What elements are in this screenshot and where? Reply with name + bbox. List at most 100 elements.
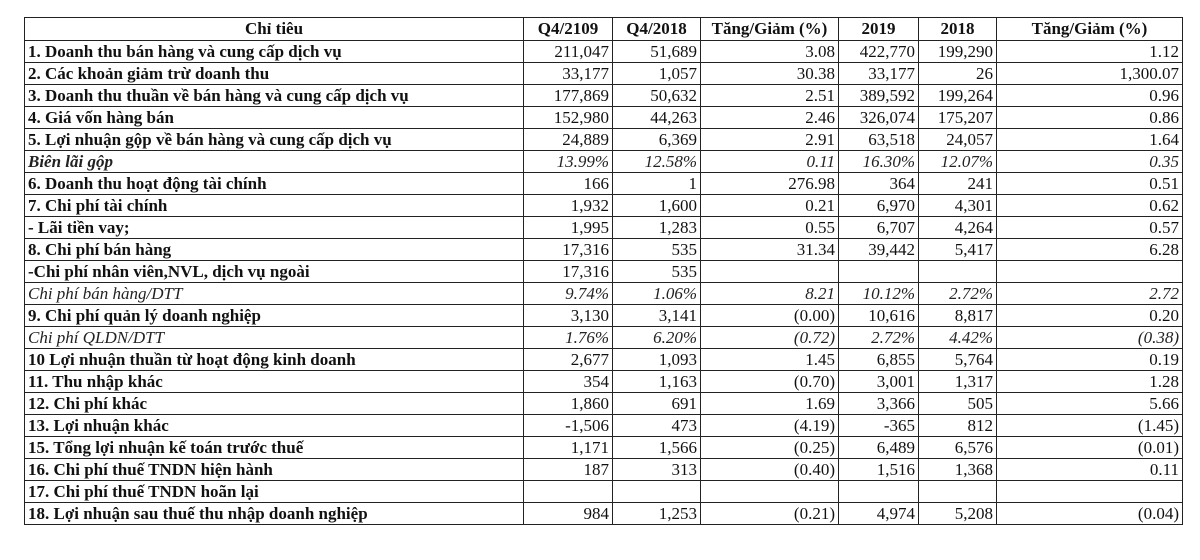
cell-year-2019: 389,592: [838, 84, 919, 107]
table-row: 18. Lợi nhuận sau thuế thu nhập doanh ng…: [24, 502, 1183, 525]
header-q4-2019: Q4/2109: [523, 17, 613, 41]
cell-quarter-change: (0.25): [700, 436, 839, 459]
cell-year-2019: 63,518: [838, 128, 919, 151]
cell-quarter-change: 2.51: [700, 84, 839, 107]
cell-q4-2018: 473: [612, 414, 701, 437]
cell-year-2019: 6,855: [838, 348, 919, 371]
cell-q4-2018: 535: [612, 260, 701, 283]
cell-quarter-change: 1.69: [700, 392, 839, 415]
cell-q4-2019: 166: [523, 172, 613, 195]
row-label: - Lãi tiền vay;: [24, 216, 524, 239]
cell-quarter-change: (0.21): [700, 502, 839, 525]
cell-quarter-change: (0.70): [700, 370, 839, 393]
cell-year-change: 0.11: [996, 458, 1183, 481]
table-row: 5. Lợi nhuận gộp về bán hàng và cung cấp…: [24, 128, 1183, 151]
cell-q4-2018: 1: [612, 172, 701, 195]
cell-year-2018: 4.42%: [918, 326, 997, 349]
cell-q4-2018: 12.58%: [612, 150, 701, 173]
row-label: 9. Chi phí quản lý doanh nghiệp: [24, 304, 524, 327]
cell-q4-2019: 2,677: [523, 348, 613, 371]
cell-quarter-change: (4.19): [700, 414, 839, 437]
cell-year-2018: 175,207: [918, 106, 997, 129]
cell-year-change: (1.45): [996, 414, 1183, 437]
row-label: 2. Các khoản giảm trừ doanh thu: [24, 62, 524, 85]
cell-quarter-change: 0.55: [700, 216, 839, 239]
cell-q4-2018: 1,600: [612, 194, 701, 217]
cell-q4-2019: 1,995: [523, 216, 613, 239]
cell-year-2019: 2.72%: [838, 326, 919, 349]
row-label: 5. Lợi nhuận gộp về bán hàng và cung cấp…: [24, 128, 524, 151]
cell-quarter-change: 0.11: [700, 150, 839, 173]
cell-year-change: [996, 480, 1183, 503]
cell-year-2019: 33,177: [838, 62, 919, 85]
table-row: 9. Chi phí quản lý doanh nghiệp 3,130 3,14…: [24, 304, 1183, 327]
cell-year-2019: 16.30%: [838, 150, 919, 173]
cell-q4-2018: 44,263: [612, 106, 701, 129]
table-row: 11. Thu nhập khác 354 1,163 (0.70) 3,001 1,31…: [24, 370, 1183, 393]
cell-year-change: 2.72: [996, 282, 1183, 305]
cell-year-change: 0.51: [996, 172, 1183, 195]
cell-year-2018: 199,264: [918, 84, 997, 107]
row-label: 17. Chi phí thuế TNDN hoãn lại: [24, 480, 524, 503]
table-row: 16. Chi phí thuế TNDN hiện hành 187 313 (0.…: [24, 458, 1183, 481]
cell-q4-2019: 1.76%: [523, 326, 613, 349]
cell-year-2019: 3,001: [838, 370, 919, 393]
row-label: -Chi phí nhân viên,NVL, dịch vụ ngoài: [24, 260, 524, 283]
cell-q4-2018: 1.06%: [612, 282, 701, 305]
table-row: 10 Lợi nhuận thuần từ hoạt động kinh doa…: [24, 348, 1183, 371]
cell-q4-2018: 1,566: [612, 436, 701, 459]
row-label: 13. Lợi nhuận khác: [24, 414, 524, 437]
cell-quarter-change: (0.72): [700, 326, 839, 349]
cell-year-2018: 812: [918, 414, 997, 437]
row-label: 3. Doanh thu thuần về bán hàng và cung c…: [24, 84, 524, 107]
table-row: 1. Doanh thu bán hàng và cung cấp dịch v…: [24, 40, 1183, 63]
cell-year-2018: 241: [918, 172, 997, 195]
table-row: Chi phí QLDN/DTT 1.76% 6.20% (0.72) 2.72% 4.4…: [24, 326, 1183, 349]
cell-year-2018: 5,208: [918, 502, 997, 525]
cell-quarter-change: (0.40): [700, 458, 839, 481]
row-label: 1. Doanh thu bán hàng và cung cấp dịch v…: [24, 40, 524, 63]
cell-year-change: (0.04): [996, 502, 1183, 525]
cell-year-change: 0.96: [996, 84, 1183, 107]
cell-quarter-change: (0.00): [700, 304, 839, 327]
cell-q4-2019: 984: [523, 502, 613, 525]
header-year-2018: 2018: [918, 17, 997, 41]
cell-quarter-change: 1.45: [700, 348, 839, 371]
cell-year-2018: 505: [918, 392, 997, 415]
cell-q4-2019: 1,932: [523, 194, 613, 217]
cell-year-2018: 4,301: [918, 194, 997, 217]
cell-quarter-change: 31.34: [700, 238, 839, 261]
cell-year-2018: 8,817: [918, 304, 997, 327]
header-quarter-change: Tăng/Giảm (%): [700, 17, 839, 41]
table-body: 1. Doanh thu bán hàng và cung cấp dịch v…: [24, 40, 1183, 525]
row-label: 11. Thu nhập khác: [24, 370, 524, 393]
cell-year-change: 0.57: [996, 216, 1183, 239]
row-label: 4. Giá vốn hàng bán: [24, 106, 524, 129]
row-label: 6. Doanh thu hoạt động tài chính: [24, 172, 524, 195]
cell-quarter-change: 0.21: [700, 194, 839, 217]
row-label: 16. Chi phí thuế TNDN hiện hành: [24, 458, 524, 481]
cell-year-change: [996, 260, 1183, 283]
cell-year-change: 1.28: [996, 370, 1183, 393]
header-year-change: Tăng/Giảm (%): [996, 17, 1183, 41]
cell-quarter-change: 2.46: [700, 106, 839, 129]
cell-q4-2019: 152,980: [523, 106, 613, 129]
cell-year-change: 0.35: [996, 150, 1183, 173]
cell-q4-2018: 6.20%: [612, 326, 701, 349]
cell-q4-2019: 17,316: [523, 260, 613, 283]
row-label: Chi phí QLDN/DTT: [24, 326, 524, 349]
cell-year-2018: 6,576: [918, 436, 997, 459]
cell-q4-2018: 1,283: [612, 216, 701, 239]
cell-q4-2018: 6,369: [612, 128, 701, 151]
cell-year-2019: 10,616: [838, 304, 919, 327]
cell-year-2019: 6,489: [838, 436, 919, 459]
cell-year-2019: [838, 480, 919, 503]
cell-q4-2019: 17,316: [523, 238, 613, 261]
cell-year-2019: 10.12%: [838, 282, 919, 305]
cell-year-2018: 199,290: [918, 40, 997, 63]
cell-year-2019: 1,516: [838, 458, 919, 481]
financial-table-container: Chỉ tiêu Q4/2109 Q4/2018 Tăng/Giảm (%) 2…: [24, 17, 1183, 525]
cell-year-2018: 24,057: [918, 128, 997, 151]
cell-q4-2019: 13.99%: [523, 150, 613, 173]
cell-year-change: 6.28: [996, 238, 1183, 261]
